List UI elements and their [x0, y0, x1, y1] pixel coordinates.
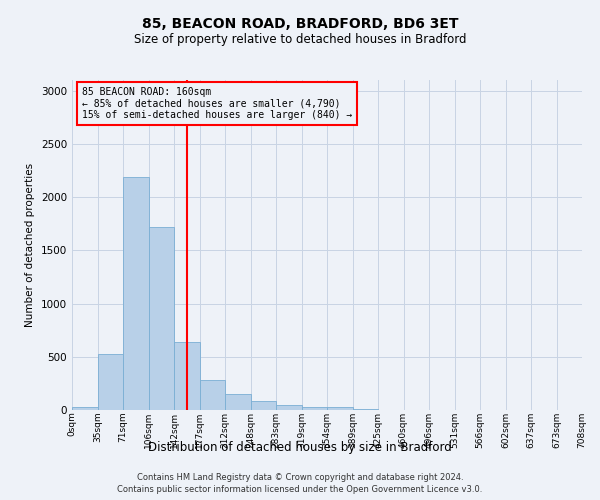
Bar	[97, 354, 123, 410]
Text: Size of property relative to detached houses in Bradford: Size of property relative to detached ho…	[134, 32, 466, 46]
Text: Contains HM Land Registry data © Crown copyright and database right 2024.: Contains HM Land Registry data © Crown c…	[137, 472, 463, 482]
Bar	[123, 177, 149, 410]
Text: 85 BEACON ROAD: 160sqm
← 85% of detached houses are smaller (4,790)
15% of semi-: 85 BEACON ROAD: 160sqm ← 85% of detached…	[82, 86, 352, 120]
Y-axis label: Number of detached properties: Number of detached properties	[25, 163, 35, 327]
Text: Distribution of detached houses by size in Bradford: Distribution of detached houses by size …	[148, 441, 452, 454]
Text: Contains public sector information licensed under the Open Government Licence v3: Contains public sector information licen…	[118, 485, 482, 494]
Text: 85, BEACON ROAD, BRADFORD, BD6 3ET: 85, BEACON ROAD, BRADFORD, BD6 3ET	[142, 18, 458, 32]
Bar	[174, 342, 199, 410]
Bar	[327, 408, 353, 410]
Bar	[225, 394, 251, 410]
Bar	[149, 227, 174, 410]
Bar	[199, 380, 225, 410]
Bar	[276, 405, 302, 410]
Bar	[72, 407, 97, 410]
Bar	[302, 407, 327, 410]
Bar	[251, 402, 276, 410]
